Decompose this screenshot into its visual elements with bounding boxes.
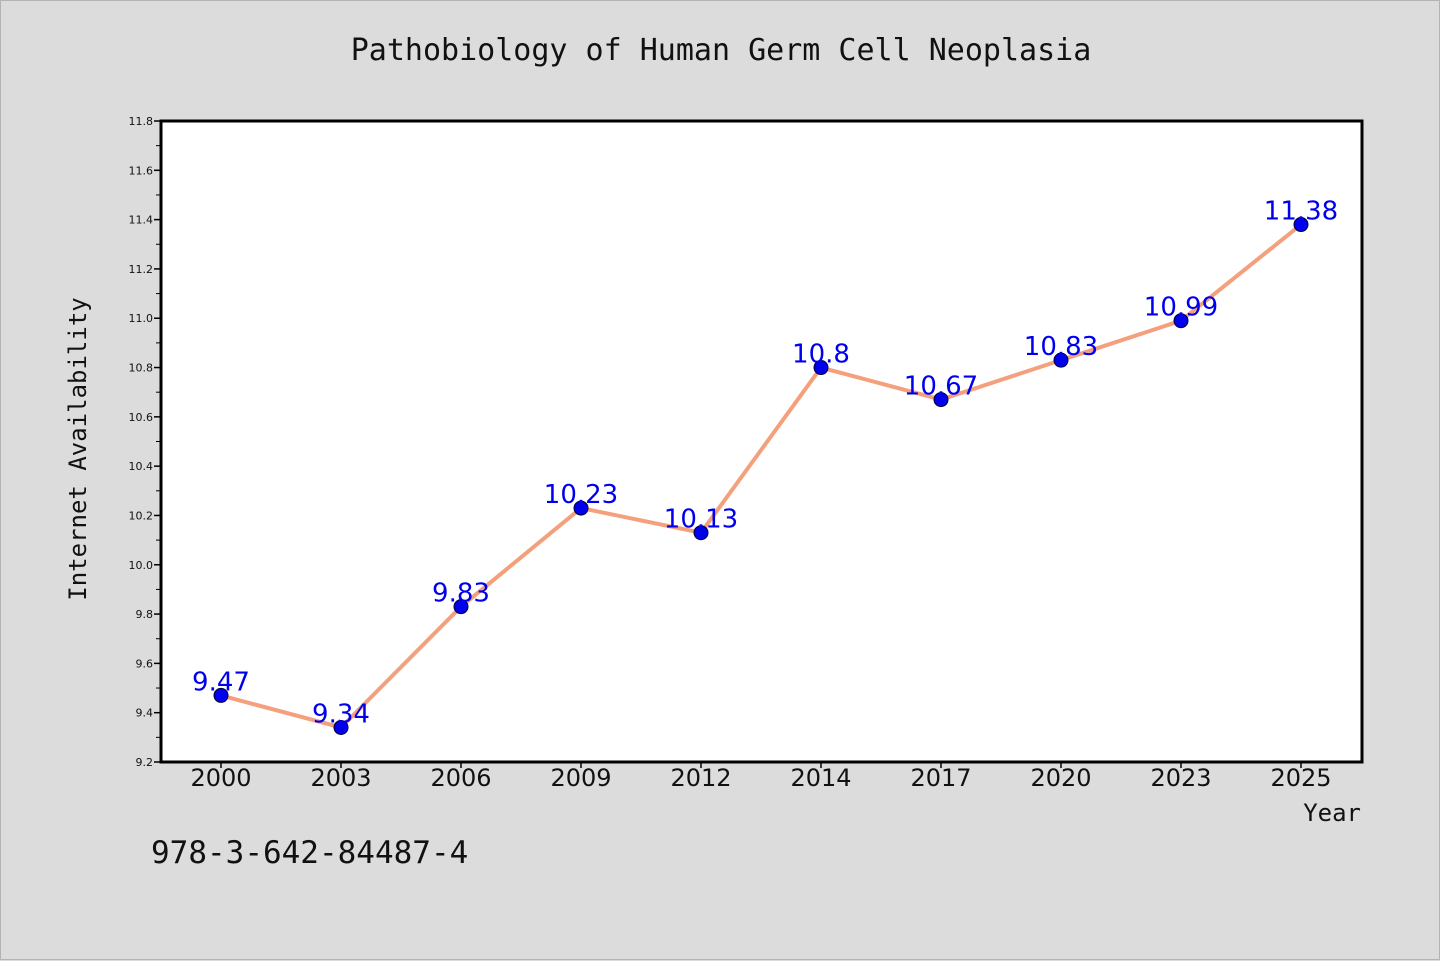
x-tick-label: 2003 [310, 764, 371, 792]
y-tick-label: 10.6 [129, 411, 154, 424]
data-point [453, 599, 469, 615]
y-tick-label: 10.4 [129, 460, 154, 473]
data-label: 10.8 [792, 340, 850, 370]
x-tick-label: 2020 [1030, 764, 1091, 792]
data-point [573, 500, 589, 516]
y-tick-label: 9.6 [136, 657, 154, 670]
y-tick-label: 9.4 [136, 707, 154, 720]
data-label: 10.13 [664, 505, 738, 535]
data-label: 10.83 [1024, 332, 1098, 362]
data-point [213, 687, 229, 703]
data-label: 11.38 [1264, 197, 1338, 227]
plot-area [159, 119, 1364, 764]
data-label: 10.67 [904, 372, 978, 402]
data-label: 10.23 [544, 480, 618, 510]
y-tick-label: 10.8 [129, 362, 154, 375]
y-tick-label: 10.0 [129, 559, 154, 572]
data-point [813, 360, 829, 376]
y-axis-label: Internet Availability [64, 297, 92, 600]
x-axis-label: Year [1303, 799, 1361, 827]
x-tick-label: 2000 [190, 764, 251, 792]
data-point [1173, 313, 1189, 329]
y-tick-label: 9.2 [136, 756, 154, 769]
data-point [1293, 217, 1309, 233]
data-point [1053, 352, 1069, 368]
y-tick-label: 11.8 [129, 115, 154, 128]
x-tick-label: 2006 [430, 764, 491, 792]
y-tick-label: 11.0 [129, 312, 154, 325]
data-label: 10.99 [1144, 293, 1218, 323]
series-line [219, 222, 1303, 730]
y-tick-label: 11.2 [129, 263, 154, 276]
data-label: 9.34 [312, 699, 370, 729]
data-label: 9.47 [192, 667, 250, 697]
x-tick-label: 2023 [1150, 764, 1211, 792]
chart-title: Pathobiology of Human Germ Cell Neoplasi… [350, 33, 1092, 68]
data-point [693, 525, 709, 541]
y-tick-label: 11.4 [129, 214, 154, 227]
x-tick-label: 2012 [670, 764, 731, 792]
isbn-code: 978-3-642-84487-4 [151, 835, 469, 871]
y-axis: 9.2 9.4 9.6 9.8 10.0 10.2 10.4 10.6 10.8 11.0 11.2… [129, 115, 161, 769]
y-tick-label: 10.2 [129, 509, 154, 522]
x-tick-label: 2014 [790, 764, 851, 792]
x-tick-label: 2009 [550, 764, 611, 792]
x-tick-label: 2017 [910, 764, 971, 792]
x-tick-label: 2025 [1270, 764, 1331, 792]
y-tick-label: 11.6 [129, 164, 154, 177]
data-point [933, 392, 949, 408]
y-tick-label: 9.8 [136, 608, 154, 621]
series-layer: 9.47 9.34 9.83 10.23 10.13 10.8 10.67 10.83 10.9… [192, 197, 1338, 735]
data-label: 9.83 [432, 579, 490, 609]
data-point [333, 719, 349, 735]
x-axis: 2000 2003 2006 2009 2012 2014 2017 2020 2023 2025 [190, 762, 1332, 792]
